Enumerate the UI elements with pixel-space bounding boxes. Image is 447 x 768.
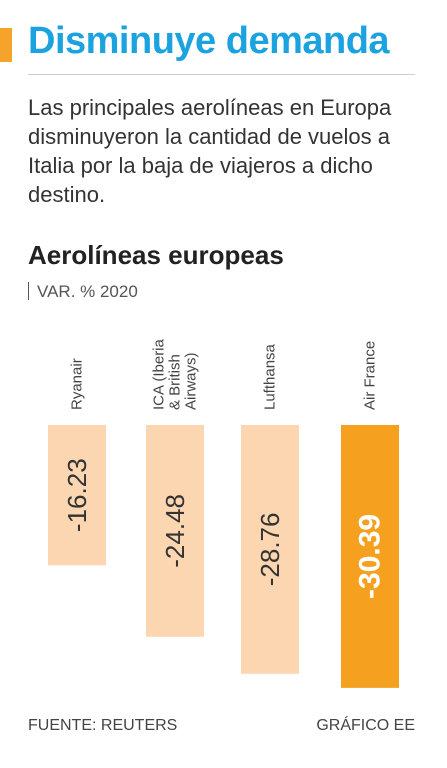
category-label-4: Air France <box>362 341 379 410</box>
value-label-1: -16.23 <box>62 458 92 532</box>
chart-unit-text: VAR. % 2020 <box>37 282 138 301</box>
category-label-2: ICA (Iberia & British Airways) <box>151 338 200 410</box>
category-label-line: Ryanair <box>69 358 86 410</box>
page-title: Disminuye demanda <box>28 20 390 62</box>
category-label-line: & British <box>167 354 184 410</box>
bar-4 <box>341 425 399 688</box>
value-label-4: -30.39 <box>354 514 387 599</box>
category-label-line: ICA (Iberia <box>151 338 168 410</box>
value-label-3: -28.76 <box>255 513 285 587</box>
category-label-line: Airways) <box>183 352 200 410</box>
chart-unit-label: VAR. % 2020 <box>28 282 138 302</box>
source-note: FUENTE: REUTERS <box>28 717 178 734</box>
unit-divider <box>28 282 29 300</box>
category-label-3: Lufthansa <box>262 343 279 410</box>
page-subtitle: Las principales aerolíneas en Europa dis… <box>28 95 392 207</box>
category-label-line: Air France <box>362 341 379 410</box>
category-label-1: Ryanair <box>69 358 86 410</box>
accent-bar <box>0 28 12 62</box>
bar-1 <box>48 425 106 566</box>
title-divider <box>28 74 415 75</box>
bar-2 <box>146 425 204 637</box>
graphic-credit: GRÁFICO EE <box>316 717 415 734</box>
bar-3 <box>241 425 299 674</box>
chart-title: Aerolíneas europeas <box>28 240 284 270</box>
category-label-line: Lufthansa <box>262 343 279 410</box>
value-label-2: -24.48 <box>160 494 190 568</box>
